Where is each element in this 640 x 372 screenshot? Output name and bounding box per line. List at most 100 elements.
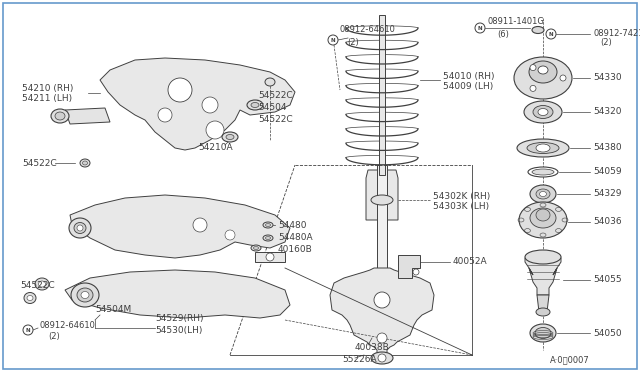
Circle shape (378, 354, 386, 362)
Text: 40052A: 40052A (453, 257, 488, 266)
Text: 08911-1401G: 08911-1401G (488, 17, 545, 26)
Polygon shape (377, 165, 387, 330)
Text: N: N (331, 38, 335, 42)
Ellipse shape (83, 161, 88, 165)
Text: A·0＊0007: A·0＊0007 (550, 356, 590, 365)
Ellipse shape (69, 218, 91, 238)
Ellipse shape (536, 308, 550, 316)
Ellipse shape (530, 208, 556, 228)
Text: 08912-7421A: 08912-7421A (593, 29, 640, 38)
Ellipse shape (519, 202, 567, 238)
Ellipse shape (251, 245, 261, 251)
Circle shape (475, 23, 485, 33)
Circle shape (266, 253, 274, 261)
Ellipse shape (55, 112, 65, 120)
Circle shape (546, 29, 556, 39)
Ellipse shape (532, 26, 544, 33)
Text: 54522C: 54522C (258, 115, 292, 124)
Text: 54380: 54380 (593, 144, 621, 153)
Text: (6): (6) (497, 29, 509, 38)
Polygon shape (65, 108, 110, 124)
Polygon shape (100, 58, 295, 150)
Text: 54530(LH): 54530(LH) (155, 326, 202, 334)
Polygon shape (525, 258, 561, 295)
Text: 54210 (RH): 54210 (RH) (22, 83, 74, 93)
Circle shape (168, 78, 192, 102)
Polygon shape (398, 255, 420, 278)
Ellipse shape (81, 292, 89, 298)
Ellipse shape (371, 352, 393, 364)
Text: 54050: 54050 (593, 328, 621, 337)
Ellipse shape (247, 100, 263, 110)
Ellipse shape (547, 32, 555, 36)
Text: (2): (2) (600, 38, 612, 48)
Text: 54329: 54329 (593, 189, 621, 199)
Ellipse shape (263, 222, 273, 228)
Ellipse shape (251, 103, 259, 108)
Text: 40038B: 40038B (355, 343, 390, 353)
Text: 40160B: 40160B (278, 246, 313, 254)
Ellipse shape (533, 106, 553, 119)
Text: 08912-64610: 08912-64610 (40, 321, 96, 330)
Circle shape (225, 230, 235, 240)
Ellipse shape (38, 281, 45, 287)
Text: 54036: 54036 (593, 218, 621, 227)
Ellipse shape (530, 324, 556, 342)
Text: 54504M: 54504M (95, 305, 131, 314)
Text: N: N (548, 32, 554, 36)
Polygon shape (65, 270, 290, 318)
Ellipse shape (266, 224, 271, 227)
Ellipse shape (371, 195, 393, 205)
Ellipse shape (529, 61, 557, 83)
Circle shape (328, 35, 338, 45)
Text: 54210A: 54210A (198, 144, 232, 153)
Circle shape (193, 218, 207, 232)
Ellipse shape (527, 142, 559, 154)
Text: 54059: 54059 (593, 167, 621, 176)
Text: 54303K (LH): 54303K (LH) (433, 202, 489, 212)
Text: 08912-64610: 08912-64610 (339, 26, 395, 35)
Text: (2): (2) (347, 38, 359, 48)
Text: 54480A: 54480A (278, 234, 312, 243)
Text: 54211 (LH): 54211 (LH) (22, 94, 72, 103)
Circle shape (560, 75, 566, 81)
Text: N: N (26, 327, 30, 333)
Ellipse shape (222, 132, 238, 142)
Ellipse shape (74, 222, 86, 234)
Polygon shape (70, 195, 290, 258)
Ellipse shape (226, 135, 234, 140)
Ellipse shape (266, 237, 271, 240)
Text: (2): (2) (48, 331, 60, 340)
Polygon shape (366, 170, 398, 220)
Ellipse shape (24, 292, 36, 304)
Ellipse shape (71, 283, 99, 307)
Ellipse shape (536, 189, 550, 199)
Ellipse shape (540, 192, 547, 196)
Ellipse shape (536, 209, 550, 221)
Text: 54504: 54504 (258, 103, 287, 112)
Ellipse shape (77, 288, 93, 302)
Text: 54522C: 54522C (258, 90, 292, 99)
Text: 54529(RH): 54529(RH) (155, 314, 204, 323)
Circle shape (206, 121, 224, 139)
Ellipse shape (538, 109, 548, 115)
Ellipse shape (514, 57, 572, 99)
Ellipse shape (253, 247, 259, 250)
Polygon shape (379, 15, 385, 175)
Circle shape (377, 333, 387, 343)
Circle shape (202, 97, 218, 113)
Text: 54522C: 54522C (22, 158, 56, 167)
Ellipse shape (80, 159, 90, 167)
Polygon shape (330, 268, 434, 355)
Ellipse shape (524, 101, 562, 123)
Ellipse shape (536, 144, 550, 152)
Text: 54522C: 54522C (20, 280, 54, 289)
Ellipse shape (528, 167, 558, 177)
Ellipse shape (51, 109, 69, 123)
Ellipse shape (538, 66, 548, 74)
Text: 55226A: 55226A (342, 356, 376, 365)
Text: 54010 (RH): 54010 (RH) (443, 73, 495, 81)
Circle shape (158, 108, 172, 122)
Polygon shape (255, 252, 285, 262)
Text: 54302K (RH): 54302K (RH) (433, 192, 490, 201)
